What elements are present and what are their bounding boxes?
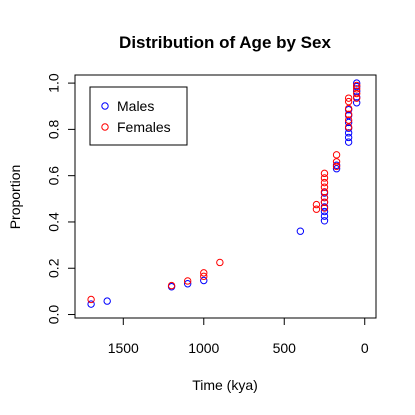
males-point <box>320 207 329 216</box>
females-point <box>87 295 95 304</box>
data-points <box>87 79 361 308</box>
females-point <box>312 200 321 209</box>
males-point <box>352 99 361 107</box>
males-point <box>87 300 95 308</box>
y-axis: 0.0 0.2 0.4 0.6 0.8 1.0 <box>46 73 76 325</box>
males-point <box>352 79 361 87</box>
females-point <box>344 94 353 102</box>
females-point <box>352 81 361 90</box>
females-point <box>320 174 329 182</box>
males-point <box>296 227 305 235</box>
females-point <box>200 272 208 281</box>
females-point <box>216 258 224 267</box>
males-point <box>344 129 353 137</box>
legend-marker-females <box>101 123 109 131</box>
legend-marker-males <box>101 102 109 110</box>
males-point <box>200 276 208 285</box>
females-point <box>332 158 341 166</box>
legend-label-males: Males <box>117 98 154 114</box>
males-point <box>183 280 192 288</box>
females-point <box>200 269 208 277</box>
females-point <box>332 162 341 171</box>
females-point <box>352 94 361 102</box>
x-axis: 1500 1000 500 0 <box>108 317 369 356</box>
females-point <box>344 123 353 131</box>
legend-label-females: Females <box>117 119 171 135</box>
females-point <box>344 116 353 124</box>
females-point <box>183 277 192 285</box>
females-point <box>320 193 329 202</box>
x-tick-label: 1500 <box>108 340 139 356</box>
females-point <box>344 97 353 106</box>
females-point <box>344 110 353 119</box>
y-tick-label: 0.6 <box>46 166 62 186</box>
males-point <box>352 87 361 95</box>
x-axis-label: Time (kya) <box>192 377 258 393</box>
males-point <box>344 118 353 127</box>
females-point <box>332 151 341 159</box>
females-point <box>167 281 176 290</box>
y-tick-label: 0.2 <box>46 258 62 278</box>
females-point <box>352 89 361 98</box>
males-point <box>344 138 353 146</box>
x-tick-label: 1000 <box>188 340 219 356</box>
x-tick-label: 0 <box>361 340 369 356</box>
legend: Males Females <box>89 86 188 146</box>
chart-title: Distribution of Age by Sex <box>119 33 331 52</box>
y-axis-label: Proportion <box>7 165 23 230</box>
y-tick-label: 1.0 <box>46 73 62 93</box>
females-point <box>344 104 353 113</box>
females-point <box>320 169 329 178</box>
x-tick-label: 500 <box>273 340 297 356</box>
males-point <box>344 133 353 142</box>
females-point <box>312 205 321 213</box>
males-point <box>320 212 329 220</box>
males-point <box>320 217 329 225</box>
females-point <box>320 178 329 187</box>
males-point <box>103 297 111 305</box>
y-tick-label: 0.4 <box>46 212 62 232</box>
y-tick-label: 0.0 <box>46 305 62 325</box>
females-point <box>320 183 329 191</box>
females-point <box>352 85 361 93</box>
y-tick-label: 0.8 <box>46 119 62 139</box>
females-point <box>320 204 329 212</box>
legend-box <box>89 86 188 146</box>
males-point <box>332 165 341 173</box>
females-point <box>320 188 329 196</box>
females-point <box>320 198 329 206</box>
